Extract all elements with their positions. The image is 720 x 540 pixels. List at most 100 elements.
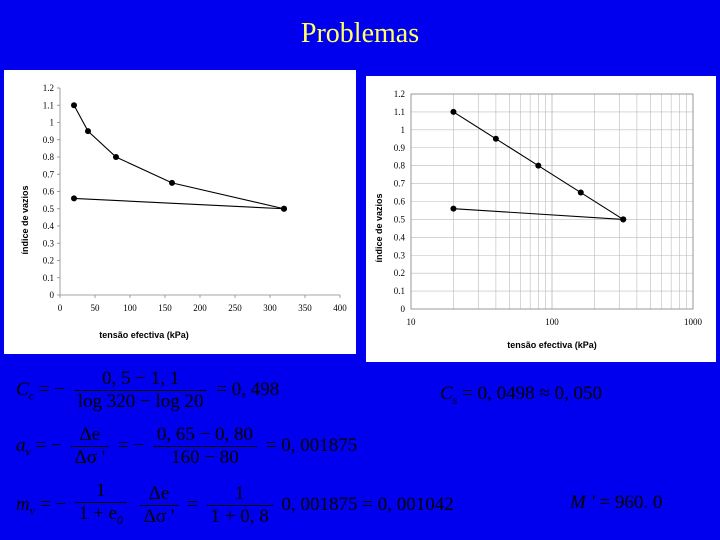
mv-fraction-2: Δe Δσ ': [139, 483, 179, 528]
chart-linear-axes: 0 0.1 0.2 0.3 0.4 0.5 0.6 0.7 0.8 0.9 1 1.1 1.2 0 50 10…: [43, 83, 348, 313]
equation-modulus: M ' = 960. 0: [570, 492, 662, 514]
chart-linear-xlabel: tensão efectiva (kPa): [99, 330, 189, 340]
y-tick-label: 0.4: [394, 232, 406, 242]
y-tick-label: 0.7: [394, 179, 406, 189]
mv-fraction-3: 1 1 + 0, 8: [206, 483, 273, 528]
mv-den1-text: 1 + e: [78, 503, 117, 524]
av-lhs: a: [16, 434, 26, 456]
cc-denominator: log 320 − log 20: [77, 391, 204, 412]
av-eq2: = −: [117, 434, 145, 456]
data-point: [281, 205, 287, 212]
mv-lhs-sub: v: [29, 503, 36, 518]
data-point: [85, 128, 91, 135]
mod-lhs: M ': [570, 492, 595, 513]
y-tick-label: 0.1: [43, 273, 54, 283]
y-tick-label: 1.1: [394, 107, 405, 117]
y-tick-label: 0.6: [43, 187, 55, 197]
x-tick-label: 10: [407, 317, 417, 327]
cc-lhs-sub: c: [28, 388, 35, 403]
mv-num1: 1: [74, 480, 127, 503]
y-tick-label: 0.6: [394, 197, 406, 207]
equation-cs: Cs = 0, 0498 ≈ 0, 050: [440, 383, 602, 408]
mv-fraction-1: 1 1 + e0: [74, 480, 127, 531]
av-eq: = −: [35, 434, 62, 456]
y-tick-label: 0.4: [43, 221, 55, 231]
av-den2: 160 − 80: [171, 447, 239, 468]
chart-log: 0 0.1 0.2 0.3 0.4 0.5 0.6 0.7 0.8 0.9 1 1.1 1.2 10 100…: [366, 76, 716, 362]
av-fraction-1: Δe Δσ ': [70, 424, 110, 469]
data-point: [113, 154, 119, 160]
data-point: [71, 195, 77, 202]
mv-eq2: =: [187, 493, 198, 515]
data-point: [71, 102, 77, 109]
y-tick-label: 0.8: [394, 161, 406, 171]
av-num2: 0, 65 − 0, 80: [152, 424, 258, 447]
mv-lhs: m: [16, 493, 30, 515]
mv-result: 0, 001875 = 0, 001042: [281, 493, 454, 515]
mod-rhs: = 960. 0: [599, 492, 663, 513]
y-tick-label: 1: [401, 125, 406, 135]
y-tick-label: 1.2: [394, 89, 405, 99]
y-tick-label: 0.5: [43, 204, 55, 214]
av-lhs-sub: v: [25, 444, 31, 459]
mv-eq: = −: [39, 493, 66, 515]
y-tick-label: 0.3: [43, 238, 55, 248]
av-den1: Δσ ': [74, 447, 106, 468]
cc-numerator: 0, 5 − 1, 1: [73, 368, 208, 391]
x-tick-label: 200: [193, 303, 207, 313]
data-point: [492, 135, 499, 142]
cs-lhs-sub: s: [452, 392, 458, 407]
x-tick-label: 50: [91, 303, 101, 313]
data-point: [620, 216, 627, 223]
x-tick-label: 1000: [684, 317, 703, 327]
mv-den2: Δσ ': [143, 505, 175, 527]
y-tick-label: 0.9: [43, 135, 55, 145]
y-tick-label: 0.2: [43, 256, 54, 266]
slide-title: Problemas: [300, 18, 420, 49]
cs-lhs: C: [440, 383, 453, 404]
y-tick-label: 0: [401, 304, 406, 314]
av-num1: Δe: [70, 424, 110, 447]
plot-frame: [410, 93, 694, 310]
chart-log-marks: [450, 108, 627, 223]
av-result: = 0, 001875: [265, 434, 358, 456]
x-tick-label: 100: [123, 303, 137, 313]
cc-result: = 0, 498: [216, 378, 280, 400]
chart-linear-ylabel: índice de vazios: [20, 185, 30, 254]
data-point: [450, 205, 457, 212]
series-line-1: [73, 104, 285, 210]
mv-den1-sub: 0: [116, 512, 123, 527]
x-tick-label: 100: [545, 317, 559, 327]
data-point: [577, 189, 584, 196]
y-tick-label: 1.1: [43, 100, 54, 110]
cs-rhs: = 0, 0498 ≈ 0, 050: [462, 383, 603, 404]
mv-den1: 1 + e0: [75, 503, 127, 531]
y-tick-label: 0.2: [394, 268, 405, 278]
equation-av: av = − Δe Δσ ' = − 0, 65 − 0, 80 160 − 8…: [16, 424, 357, 469]
chart-linear-marks: [71, 102, 287, 212]
av-fraction-2: 0, 65 − 0, 80 160 − 80: [152, 424, 258, 469]
series-line-2: [453, 208, 624, 220]
x-tick-label: 300: [263, 303, 277, 313]
y-tick-label: 1.2: [43, 83, 54, 93]
x-tick-label: 0: [58, 303, 63, 313]
x-tick-label: 350: [298, 303, 312, 313]
chart-log-ylabel: índice de vazios: [374, 193, 384, 262]
chart-log-xlabel: tensão efectiva (kPa): [507, 340, 597, 350]
chart-log-svg: 0 0.1 0.2 0.3 0.4 0.5 0.6 0.7 0.8 0.9 1 1.1 1.2 10 100…: [374, 89, 703, 350]
data-point: [169, 179, 175, 186]
y-tick-label: 0.3: [394, 250, 406, 260]
equation-mv: mv = − 1 1 + e0 Δe Δσ ' = 1 1 + 0, 8 0, …: [16, 480, 454, 531]
mv-den3: 1 + 0, 8: [210, 505, 269, 527]
y-tick-label: 0.5: [394, 214, 406, 224]
chart-linear: 0 0.1 0.2 0.3 0.4 0.5 0.6 0.7 0.8 0.9 1 1.1 1.2 0 50 10…: [4, 70, 356, 354]
chart-log-axes: 0 0.1 0.2 0.3 0.4 0.5 0.6 0.7 0.8 0.9 1 1.1 1.2 10 100…: [394, 89, 703, 327]
y-tick-label: 0: [50, 290, 55, 300]
chart-linear-svg: 0 0.1 0.2 0.3 0.4 0.5 0.6 0.7 0.8 0.9 1 1.1 1.2 0 50 10…: [20, 83, 348, 340]
data-point: [535, 162, 542, 169]
cc-fraction: 0, 5 − 1, 1 log 320 − log 20: [73, 368, 208, 413]
y-tick-label: 0.7: [43, 169, 55, 179]
y-tick-label: 1: [50, 118, 55, 128]
y-tick-label: 0.9: [394, 143, 406, 153]
x-tick-label: 150: [158, 303, 172, 313]
